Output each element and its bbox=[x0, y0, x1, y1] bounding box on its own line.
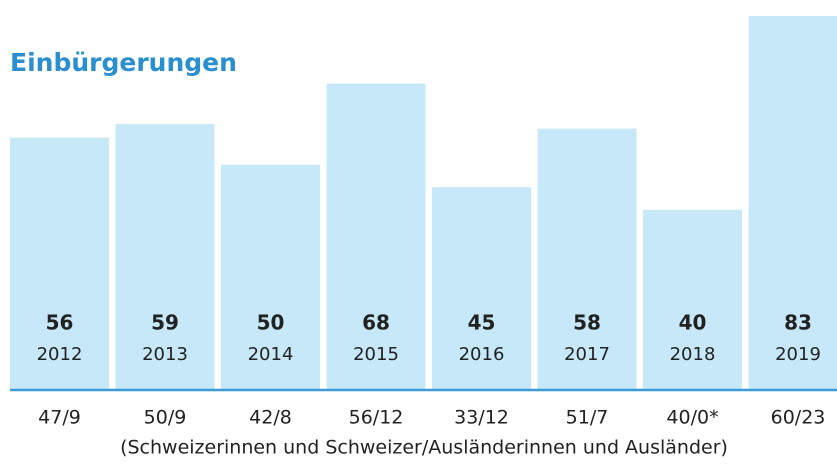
value-label: 50 bbox=[257, 311, 285, 335]
sub-label: 47/9 bbox=[38, 407, 81, 429]
sub-label: 40/0* bbox=[666, 407, 718, 429]
x-tick-label: 2019 bbox=[775, 344, 821, 365]
bar bbox=[748, 16, 837, 390]
bar bbox=[326, 83, 426, 390]
value-label: 40 bbox=[679, 311, 707, 335]
x-axis-label: (Schweizerinnen und Schweizer/Ausländeri… bbox=[120, 437, 728, 459]
sub-label: 51/7 bbox=[566, 407, 609, 429]
bar bbox=[537, 128, 637, 390]
bar bbox=[432, 187, 531, 390]
x-tick-label: 2014 bbox=[248, 344, 294, 365]
bar bbox=[221, 164, 320, 390]
chart-title: Einbürgerungen bbox=[10, 48, 237, 77]
sub-label: 42/8 bbox=[249, 407, 292, 429]
x-tick-label: 2018 bbox=[670, 344, 716, 365]
bar bbox=[643, 209, 742, 390]
value-label: 45 bbox=[468, 311, 496, 335]
x-tick-label: 2013 bbox=[142, 344, 188, 365]
bar bbox=[10, 137, 109, 390]
value-label: 58 bbox=[573, 311, 601, 335]
sub-label: 60/23 bbox=[771, 407, 826, 429]
value-label: 59 bbox=[151, 311, 179, 335]
x-tick-label: 2017 bbox=[564, 344, 610, 365]
sub-label: 33/12 bbox=[454, 407, 509, 429]
bar bbox=[115, 124, 215, 390]
sub-label: 50/9 bbox=[144, 407, 187, 429]
x-tick-label: 2015 bbox=[353, 344, 399, 365]
value-label: 83 bbox=[784, 311, 812, 335]
x-tick-label: 2012 bbox=[37, 344, 83, 365]
sub-label: 56/12 bbox=[349, 407, 404, 429]
value-label: 56 bbox=[46, 311, 74, 335]
value-label: 68 bbox=[362, 311, 390, 335]
bars bbox=[10, 16, 837, 390]
x-tick-label: 2016 bbox=[459, 344, 505, 365]
